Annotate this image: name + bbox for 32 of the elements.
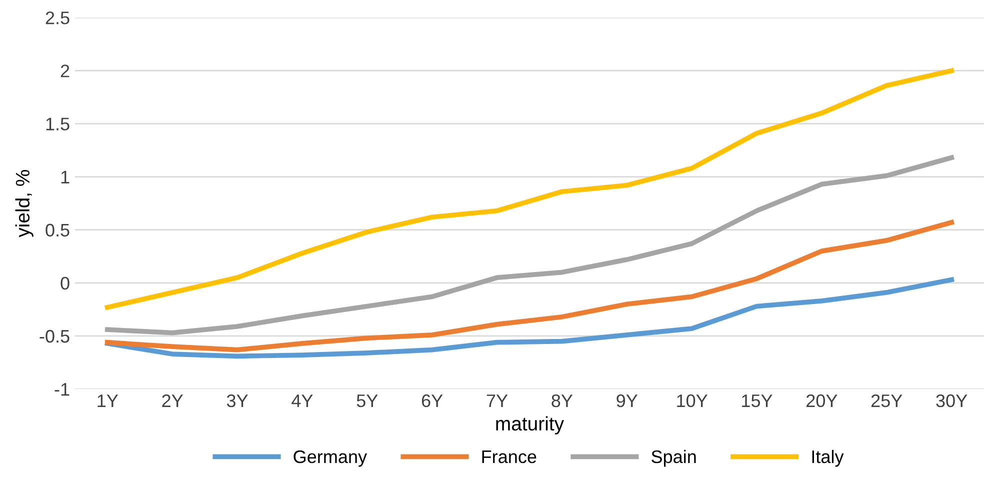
x-tick-label: 3Y <box>226 394 248 408</box>
y-tick-label: 0.5 <box>46 224 70 237</box>
y-tick-label: 2.5 <box>46 12 70 24</box>
legend-label: Germany <box>294 450 368 467</box>
legend-label: France <box>482 450 536 464</box>
y-tick-label: 0 <box>60 276 70 290</box>
y-tick-label: -0.5 <box>40 330 70 343</box>
x-tick-label: 30Y <box>936 394 968 408</box>
y-tick-label: 1 <box>61 170 70 184</box>
x-tick-label: 6Y <box>422 394 443 408</box>
x-axis-title: maturity <box>496 416 564 434</box>
line-series <box>104 220 954 352</box>
x-tick-label: 2Y <box>162 394 183 407</box>
y-tick-label: 2 <box>60 64 70 78</box>
y-tick-label: -1 <box>54 383 70 396</box>
line-series <box>104 68 954 310</box>
x-tick-label: 1Y <box>98 394 118 407</box>
legend-label: Italy <box>812 450 844 467</box>
line-series <box>104 155 954 336</box>
x-tick-label: 20Y <box>806 394 838 408</box>
x-tick-label: 25Y <box>871 394 902 408</box>
x-tick-label: 15Y <box>742 394 772 408</box>
x-tick-label: 10Y <box>677 394 708 408</box>
line-series <box>104 277 954 359</box>
x-tick-label: 4Y <box>292 394 313 407</box>
y-axis-title: yield, % <box>15 170 34 238</box>
x-tick-label: 8Y <box>552 394 573 408</box>
legend-label: Spain <box>652 450 696 467</box>
x-tick-label: 5Y <box>356 394 378 408</box>
y-tick-label: 1.5 <box>46 118 70 130</box>
x-tick-label: 9Y <box>616 394 638 408</box>
x-tick-label: 7Y <box>486 394 508 407</box>
